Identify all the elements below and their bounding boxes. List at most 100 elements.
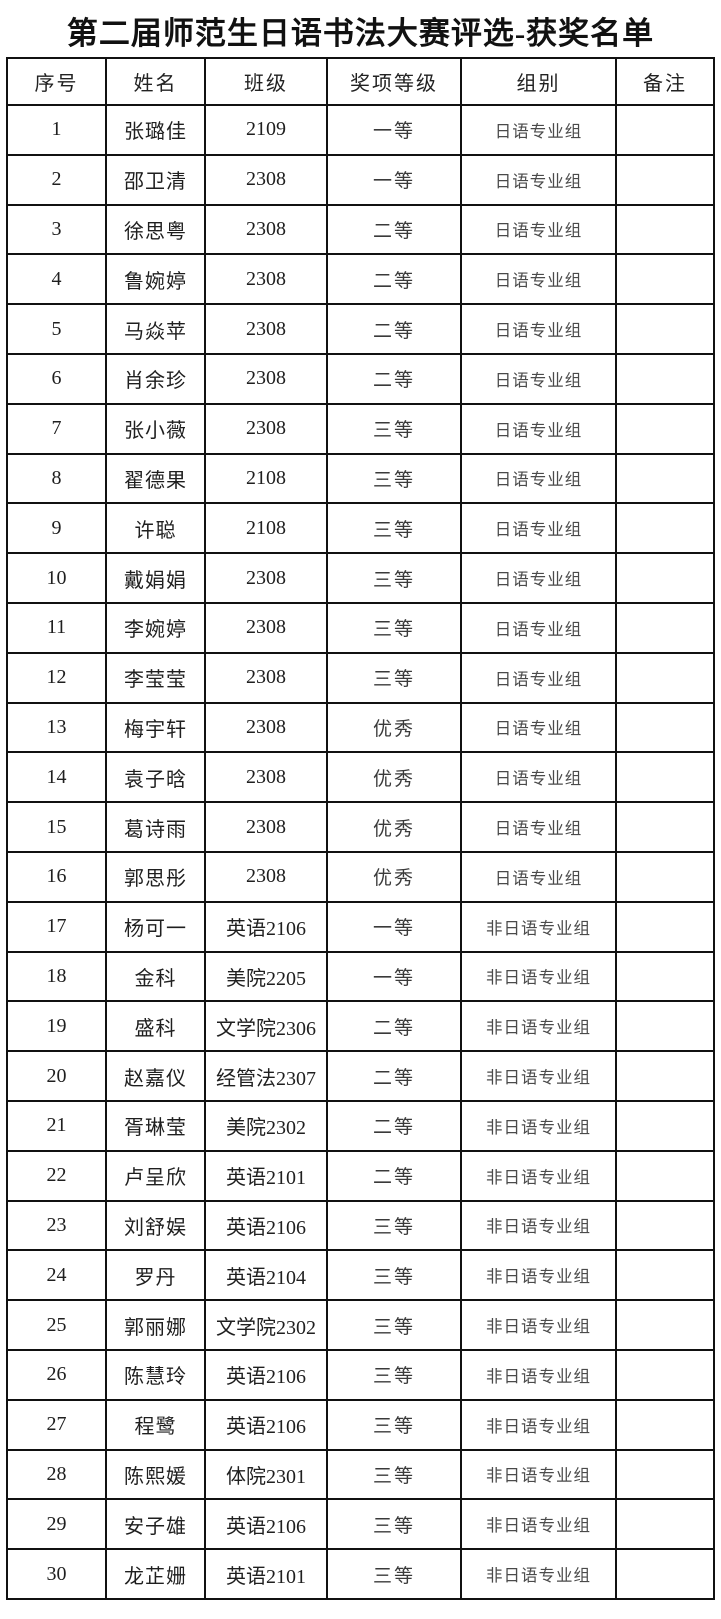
cell-class: 文学院2302 (204, 1299, 328, 1351)
cell-award-level: 三等 (326, 402, 462, 455)
cell-class: 2109 (204, 104, 328, 156)
cell-remarks (615, 1099, 715, 1152)
cell-remarks (615, 402, 715, 455)
table-row: 28 陈熙媛 体院2301 三等 非日语专业组 (6, 1448, 715, 1501)
cell-index: 23 (6, 1199, 107, 1252)
cell-name: 陈熙媛 (105, 1448, 206, 1501)
cell-remarks (615, 1498, 715, 1551)
cell-class: 英语2106 (204, 900, 328, 953)
cell-name: 戴娟娟 (105, 552, 206, 604)
table-body: 1 张璐佳 2109 一等 日语专业组 2 邵卫清 2308 一等 日语专业组 3 徐思粤 2308 二等… (6, 104, 715, 1600)
cell-group: 日语专业组 (460, 352, 617, 405)
cell-index: 7 (6, 402, 107, 455)
cell-award-level: 三等 (326, 651, 462, 704)
cell-name: 金科 (105, 950, 206, 1003)
cell-group: 非日语专业组 (460, 1000, 617, 1053)
cell-class: 2308 (204, 203, 328, 256)
table-row: 26 陈慧玲 英语2106 三等 非日语专业组 (6, 1348, 715, 1401)
cell-index: 20 (6, 1050, 107, 1102)
cell-remarks (615, 801, 715, 853)
cell-award-level: 三等 (326, 1299, 462, 1351)
cell-remarks (615, 751, 715, 804)
column-header-index: 序号 (6, 57, 107, 106)
cell-award-level: 三等 (326, 1448, 462, 1501)
cell-class: 2308 (204, 850, 328, 903)
table-row: 8 翟德果 2108 三等 日语专业组 (6, 452, 715, 505)
cell-name: 罗丹 (105, 1249, 206, 1302)
table-row: 19 盛科 文学院2306 二等 非日语专业组 (6, 1000, 715, 1053)
cell-group: 非日语专业组 (460, 1050, 617, 1102)
cell-index: 12 (6, 651, 107, 704)
cell-award-level: 二等 (326, 203, 462, 256)
table-row: 20 赵嘉仪 经管法2307 二等 非日语专业组 (6, 1050, 715, 1102)
table-row: 7 张小薇 2308 三等 日语专业组 (6, 402, 715, 455)
award-table: 序号 姓名 班级 奖项等级 组别 备注 1 张璐佳 2109 一等 日语专业组 2 邵卫清 2308 一等… (6, 57, 715, 1600)
cell-remarks (615, 950, 715, 1003)
cell-name: 郭丽娜 (105, 1299, 206, 1351)
cell-index: 9 (6, 502, 107, 555)
table-row: 21 胥琳莹 美院2302 二等 非日语专业组 (6, 1099, 715, 1152)
cell-index: 28 (6, 1448, 107, 1501)
cell-remarks (615, 203, 715, 256)
table-row: 27 程鹭 英语2106 三等 非日语专业组 (6, 1398, 715, 1451)
cell-index: 21 (6, 1099, 107, 1152)
cell-class: 2108 (204, 452, 328, 505)
cell-award-level: 优秀 (326, 801, 462, 853)
cell-class: 英语2106 (204, 1498, 328, 1551)
column-header-group: 组别 (460, 57, 617, 106)
cell-remarks (615, 1448, 715, 1501)
table-row: 2 邵卫清 2308 一等 日语专业组 (6, 153, 715, 206)
cell-remarks (615, 253, 715, 306)
cell-award-level: 三等 (326, 1498, 462, 1551)
cell-award-level: 三等 (326, 1398, 462, 1451)
cell-group: 日语专业组 (460, 104, 617, 156)
cell-remarks (615, 303, 715, 355)
cell-group: 日语专业组 (460, 552, 617, 604)
cell-name: 赵嘉仪 (105, 1050, 206, 1102)
cell-award-level: 三等 (326, 1548, 462, 1600)
cell-remarks (615, 502, 715, 555)
cell-group: 日语专业组 (460, 253, 617, 306)
cell-group: 日语专业组 (460, 402, 617, 455)
cell-index: 25 (6, 1299, 107, 1351)
cell-award-level: 三等 (326, 502, 462, 555)
cell-name: 陈慧玲 (105, 1348, 206, 1401)
cell-group: 非日语专业组 (460, 950, 617, 1003)
cell-award-level: 二等 (326, 1149, 462, 1202)
cell-class: 经管法2307 (204, 1050, 328, 1102)
cell-award-level: 一等 (326, 153, 462, 206)
cell-group: 非日语专业组 (460, 1199, 617, 1252)
cell-award-level: 三等 (326, 1348, 462, 1401)
table-row: 9 许聪 2108 三等 日语专业组 (6, 502, 715, 555)
cell-group: 日语专业组 (460, 502, 617, 555)
cell-name: 徐思粤 (105, 203, 206, 256)
table-row: 1 张璐佳 2109 一等 日语专业组 (6, 104, 715, 156)
cell-remarks (615, 1050, 715, 1102)
cell-name: 袁子晗 (105, 751, 206, 804)
table-row: 18 金科 美院2205 一等 非日语专业组 (6, 950, 715, 1003)
cell-group: 日语专业组 (460, 303, 617, 355)
table-row: 10 戴娟娟 2308 三等 日语专业组 (6, 552, 715, 604)
table-row: 4 鲁婉婷 2308 二等 日语专业组 (6, 253, 715, 306)
cell-group: 非日语专业组 (460, 1249, 617, 1302)
cell-remarks (615, 1548, 715, 1600)
cell-class: 2308 (204, 253, 328, 306)
cell-index: 22 (6, 1149, 107, 1202)
cell-group: 非日语专业组 (460, 1348, 617, 1401)
cell-name: 龙芷姗 (105, 1548, 206, 1600)
cell-group: 日语专业组 (460, 751, 617, 804)
cell-award-level: 二等 (326, 352, 462, 405)
cell-award-level: 一等 (326, 950, 462, 1003)
cell-name: 鲁婉婷 (105, 253, 206, 306)
cell-name: 程鹭 (105, 1398, 206, 1451)
cell-name: 张璐佳 (105, 104, 206, 156)
cell-index: 4 (6, 253, 107, 306)
cell-group: 日语专业组 (460, 601, 617, 654)
cell-award-level: 二等 (326, 1050, 462, 1102)
cell-name: 邵卫清 (105, 153, 206, 206)
cell-name: 李婉婷 (105, 601, 206, 654)
cell-class: 2308 (204, 651, 328, 704)
cell-group: 日语专业组 (460, 452, 617, 505)
cell-index: 13 (6, 701, 107, 754)
